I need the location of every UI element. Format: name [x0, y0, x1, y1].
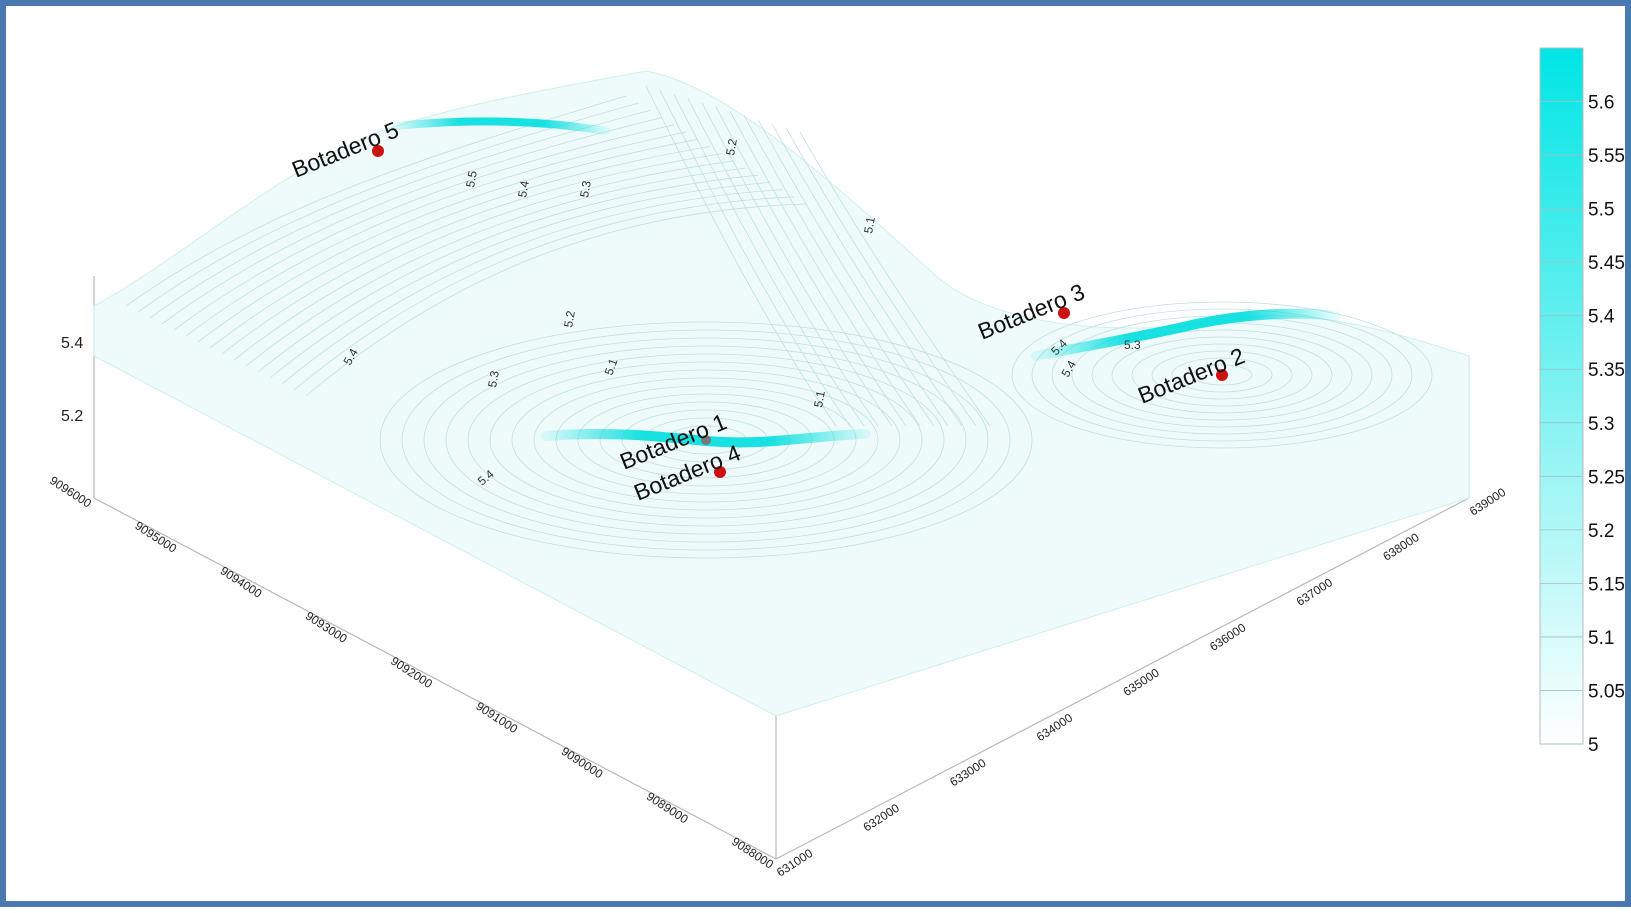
- z-axis: 5.2 5.4: [61, 335, 83, 425]
- colorbar-tick-label: 5.4: [1588, 307, 1615, 328]
- contour-label: 5.2: [723, 137, 740, 156]
- x-tick-label: 633000: [947, 756, 988, 790]
- colorbar-bar: [1539, 47, 1584, 745]
- contour-lines: [125, 85, 1433, 559]
- colorbar: 5 5.05 5.1 5.15 5.2 5.25 5.3 5.35 5.4 5.45 5.5 5.55…: [1539, 47, 1625, 756]
- y-tick-label: 9094000: [218, 564, 265, 601]
- point-marker: [701, 435, 711, 445]
- y-tick-label: 9088000: [729, 834, 776, 871]
- colorbar-tick-label: 5.1: [1588, 628, 1614, 649]
- point-marker: [372, 145, 384, 157]
- x-tick-label: 638000: [1380, 530, 1421, 564]
- contour-label: 5.1: [861, 215, 878, 234]
- colorbar-tick-label: 5.45: [1588, 253, 1625, 274]
- y-tick-label: 9095000: [132, 518, 179, 555]
- contour-label: 5.1: [811, 389, 828, 408]
- contour-label: 5.5: [463, 169, 480, 188]
- point-marker: [1058, 307, 1070, 319]
- z-tick: 5.2: [61, 408, 83, 425]
- colorbar-tick-label: 5.35: [1588, 360, 1625, 381]
- colorbar-ticks: 5 5.05 5.1 5.15 5.2 5.25 5.3 5.35 5.4 5.45 5.5 5.55…: [1540, 93, 1625, 756]
- y-tick-label: 9090000: [559, 744, 606, 781]
- point-marker: [714, 466, 726, 478]
- x-tick-label: 637000: [1294, 575, 1335, 609]
- colorbar-tick-label: 5.5: [1588, 200, 1614, 221]
- colorbar-tick-label: 5.15: [1588, 574, 1625, 595]
- x-tick-label: 632000: [861, 801, 902, 835]
- point-marker: [1216, 369, 1228, 381]
- contour-label: 5.3: [1124, 338, 1141, 352]
- x-tick-label: 631000: [774, 846, 815, 880]
- y-tick-label: 9096000: [47, 473, 94, 510]
- colorbar-tick-label: 5.6: [1588, 93, 1614, 114]
- contour-label: 5.3: [577, 179, 594, 198]
- surface: [93, 70, 1470, 717]
- y-tick-label: 9093000: [303, 609, 350, 646]
- y-tick-label: 9089000: [644, 789, 691, 826]
- surface-plot: 5.2 5.4 631000 632000 633000 634000 635000 63…: [47, 47, 1625, 880]
- y-tick-label: 9092000: [388, 654, 435, 691]
- contour-label: 5.4: [515, 179, 532, 198]
- y-tick-label: 9091000: [473, 699, 520, 736]
- x-tick-label: 635000: [1121, 665, 1162, 699]
- colorbar-tick-label: 5.3: [1588, 414, 1614, 435]
- ridge-right: [1031, 308, 1341, 361]
- x-tick-label: 639000: [1467, 485, 1508, 519]
- colorbar-tick-label: 5.25: [1588, 467, 1625, 488]
- colorbar-tick-label: 5.2: [1588, 521, 1614, 542]
- x-tick-label: 636000: [1207, 620, 1248, 654]
- colorbar-tick-label: 5: [1588, 735, 1599, 756]
- contour-label: 5.1: [602, 356, 621, 377]
- colorbar-tick-label: 5.05: [1588, 681, 1625, 702]
- contour-label: 5.2: [561, 309, 578, 328]
- contour-label: 5.3: [485, 369, 502, 388]
- z-tick: 5.4: [61, 335, 83, 352]
- ridge-top: [392, 117, 610, 135]
- colorbar-tick-label: 5.55: [1588, 146, 1625, 167]
- x-tick-label: 634000: [1034, 710, 1075, 744]
